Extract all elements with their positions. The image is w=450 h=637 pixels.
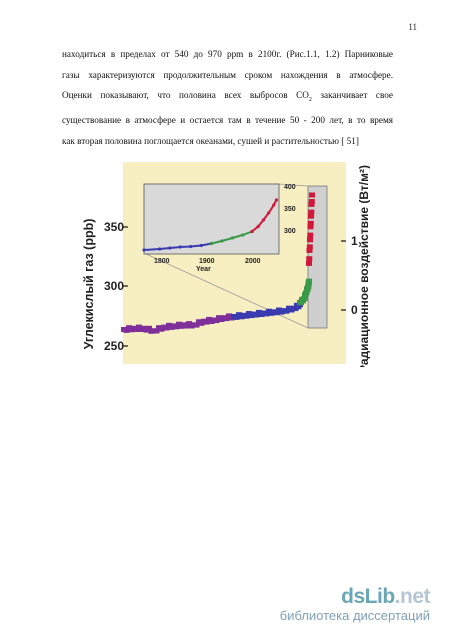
inset-series-group bbox=[142, 198, 278, 252]
main-data-point bbox=[213, 318, 220, 324]
text-line-3: Оценки показывают, что половина всех выб… bbox=[62, 85, 393, 110]
left-tick-300: 300 bbox=[104, 279, 124, 293]
main-data-point bbox=[307, 220, 314, 226]
main-data-point bbox=[308, 199, 315, 204]
inset-data-point bbox=[189, 244, 193, 249]
text-line-2: газы характеризуются продолжительным сро… bbox=[62, 69, 393, 80]
main-data-point bbox=[193, 322, 200, 328]
inset-data-point bbox=[220, 239, 224, 243]
inset-data-point bbox=[274, 198, 278, 202]
dslib-logo: dsLib.net bbox=[280, 586, 430, 608]
main-data-point bbox=[306, 244, 313, 250]
right-tick-0: 0 bbox=[351, 303, 358, 317]
inset-data-point bbox=[199, 243, 203, 248]
body-paragraph: находиться в пределах от 540 до 970 ppm … bbox=[62, 44, 393, 151]
main-data-point bbox=[308, 209, 315, 215]
inset-xtick-1900: 1900 bbox=[199, 258, 215, 265]
inset-ytick-300: 300 bbox=[284, 228, 296, 235]
right-tick-1: 1 bbox=[351, 234, 358, 248]
inset-data-point bbox=[142, 248, 146, 252]
text-line-3a: Оценки показывают, что половина всех выб… bbox=[62, 90, 309, 100]
inset-data-point bbox=[256, 224, 260, 229]
inset-xlabel: Year bbox=[196, 266, 211, 273]
main-data-point bbox=[123, 327, 130, 333]
inset-data-point bbox=[250, 229, 254, 234]
inset-xtick-1800: 1800 bbox=[154, 258, 170, 265]
main-data-point bbox=[305, 281, 312, 287]
watermark-subtitle: библиотека диссертаций bbox=[279, 608, 430, 623]
main-data-point bbox=[223, 316, 230, 322]
co2-figure-svg: Углекислый газ (ppb) Радиационное воздей… bbox=[62, 159, 370, 367]
main-data-point bbox=[153, 328, 160, 334]
inset-ytick-400: 400 bbox=[284, 184, 296, 191]
main-data-point bbox=[263, 311, 270, 317]
logo-net: .net bbox=[394, 585, 431, 608]
inset-data-point bbox=[241, 233, 245, 237]
main-data-point bbox=[306, 260, 312, 266]
logo-ds: ds bbox=[341, 585, 365, 608]
main-data-point bbox=[173, 324, 180, 330]
main-data-point bbox=[273, 310, 280, 316]
dslib-watermark: dsLib.net библиотека диссертаций bbox=[279, 586, 431, 624]
inset-connector-top bbox=[278, 183, 309, 187]
left-tick-350: 350 bbox=[104, 220, 124, 234]
logo-lib: Lib bbox=[364, 585, 396, 608]
main-data-point bbox=[253, 312, 260, 318]
main-series-group bbox=[121, 192, 315, 334]
inset-data-point bbox=[230, 236, 234, 240]
main-data-point bbox=[163, 325, 170, 331]
main-data-point bbox=[306, 256, 313, 262]
main-data-point bbox=[307, 232, 314, 238]
page-number: 11 bbox=[408, 22, 417, 32]
left-tick-250: 250 bbox=[104, 339, 124, 353]
co2-figure: Углекислый газ (ppb) Радиационное воздей… bbox=[62, 159, 370, 367]
right-axis-label: Радиационное воздействие (Вт/м²) bbox=[357, 165, 370, 367]
main-data-point bbox=[301, 296, 308, 301]
main-data-point bbox=[283, 308, 290, 314]
inset-connector-bottom bbox=[143, 252, 309, 329]
text-line-3b: заканчивает свое bbox=[311, 90, 394, 100]
inset-xtick-2000: 2000 bbox=[245, 258, 261, 265]
inset-data-point bbox=[267, 211, 271, 215]
main-data-point bbox=[146, 325, 152, 331]
main-data-point bbox=[309, 192, 315, 198]
main-data-point bbox=[306, 278, 312, 284]
main-data-point bbox=[203, 319, 210, 325]
main-data-point bbox=[307, 224, 314, 230]
left-axis-label: Углекислый газ (ppb) bbox=[82, 219, 96, 350]
inset-data-point bbox=[209, 241, 214, 246]
inset-ytick-350: 350 bbox=[284, 206, 296, 213]
main-data-point bbox=[243, 313, 250, 319]
inset-data-point bbox=[261, 218, 265, 222]
main-data-point bbox=[308, 201, 315, 207]
main-data-point bbox=[305, 284, 312, 290]
co2-subscript: 2 bbox=[308, 96, 312, 103]
text-line-1: находиться в пределах от 540 до 970 ppm … bbox=[62, 49, 393, 59]
inset-data-point bbox=[272, 203, 276, 207]
main-data-point bbox=[306, 247, 313, 253]
text-line-5: как вторая половина поглощается океанами… bbox=[62, 135, 359, 146]
main-data-point bbox=[307, 237, 313, 243]
main-data-point bbox=[308, 213, 314, 219]
inset-data-point bbox=[178, 245, 182, 249]
main-data-point bbox=[304, 287, 311, 293]
main-data-point bbox=[302, 293, 309, 299]
inset-data-point bbox=[158, 247, 162, 251]
main-data-point bbox=[233, 314, 240, 320]
text-line-4: существование в атмосфере и остается там… bbox=[62, 115, 393, 126]
main-data-point bbox=[303, 290, 310, 296]
inset-data-point bbox=[168, 246, 172, 250]
